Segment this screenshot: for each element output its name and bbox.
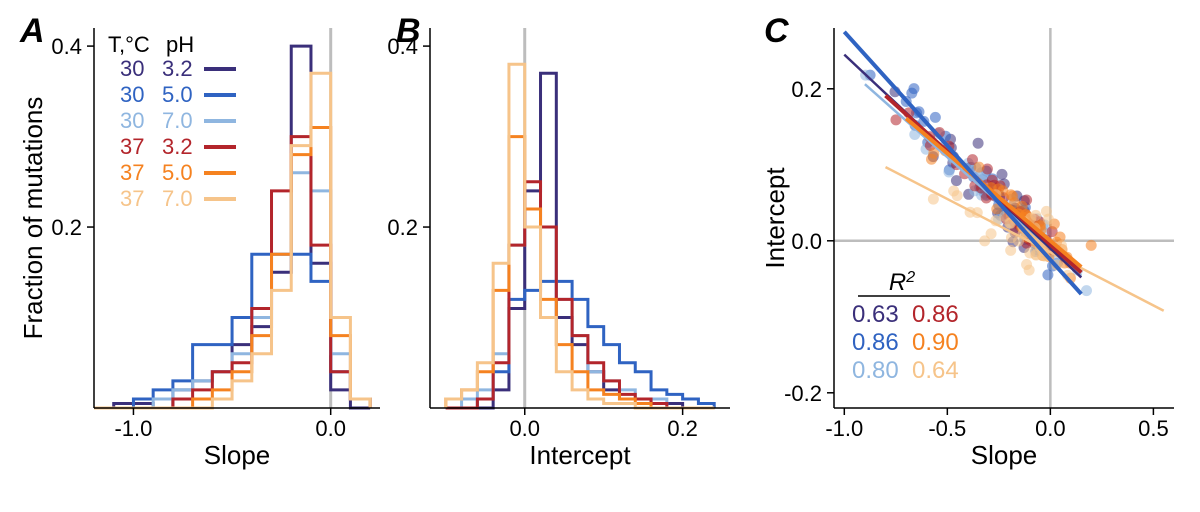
svg-text:0.0: 0.0	[791, 229, 822, 254]
svg-text:T,°C: T,°C	[108, 32, 150, 57]
svg-text:Intercept: Intercept	[529, 440, 631, 470]
histogram-step	[446, 209, 714, 408]
histogram-step	[446, 73, 714, 408]
svg-text:5.0: 5.0	[162, 160, 193, 185]
scatter-point	[1081, 285, 1092, 296]
svg-text:0.2: 0.2	[667, 416, 698, 441]
svg-text:3.2: 3.2	[162, 134, 193, 159]
r-squared-value: 0.63	[852, 301, 899, 328]
svg-text:-1.0: -1.0	[114, 416, 152, 441]
svg-text:0.5: 0.5	[1138, 416, 1169, 441]
histogram-step	[446, 182, 714, 408]
panel-b: B0.00.20.20.4Intercept	[387, 12, 730, 470]
scatter-point	[973, 138, 984, 149]
svg-text:A: A	[19, 12, 45, 50]
r-squared-block: R20.630.860.860.900.800.64	[852, 269, 959, 385]
figure-three-panel: { "dimensions": { "width": 1200, "height…	[0, 0, 1200, 512]
svg-text:0.4: 0.4	[387, 34, 418, 59]
svg-text:30: 30	[120, 108, 144, 133]
svg-text:3.2: 3.2	[162, 56, 193, 81]
svg-text:-0.2: -0.2	[784, 381, 822, 406]
svg-text:37: 37	[120, 186, 144, 211]
svg-text:Intercept: Intercept	[760, 167, 790, 269]
svg-text:7.0: 7.0	[162, 108, 193, 133]
svg-text:30: 30	[120, 82, 144, 107]
scatter-point	[930, 112, 941, 123]
r-squared-value: 0.64	[912, 357, 959, 384]
scatter-point	[1017, 201, 1028, 212]
scatter-point	[1005, 245, 1016, 256]
svg-text:-1.0: -1.0	[825, 416, 863, 441]
histogram-step	[446, 64, 714, 408]
fit-line	[886, 167, 1164, 311]
scatter-point	[1021, 259, 1032, 270]
r-squared-value: 0.80	[852, 357, 899, 384]
scatter-point	[1086, 240, 1097, 251]
x-axis-label: Slope	[204, 440, 271, 470]
svg-text:-0.5: -0.5	[928, 416, 966, 441]
scatter-point	[1043, 214, 1054, 225]
r-squared-value: 0.86	[912, 301, 959, 328]
svg-text:0.0: 0.0	[509, 416, 540, 441]
scatter-point	[996, 169, 1007, 180]
scatter-point	[979, 235, 990, 246]
legend: T,°C pH 30 3.2 30 5.0 30 7.0 37 3.2 37 5.0 37 7.0	[108, 32, 236, 211]
r-squared-value: 0.90	[912, 329, 959, 356]
fit-line	[844, 32, 1081, 294]
panel-a: A -1.0 0.0 0.2 0.4 Slope Fraction of mutations…	[18, 12, 380, 470]
svg-text:0.2: 0.2	[791, 77, 822, 102]
scatter-point	[974, 162, 985, 173]
r-squared-value: 0.86	[852, 329, 899, 356]
histogram-step	[446, 137, 714, 408]
y-axis-label: Fraction of mutations	[18, 97, 48, 340]
svg-text:37: 37	[120, 134, 144, 159]
svg-text:pH: pH	[166, 32, 194, 57]
panel-c: C -1.0 -0.5 0.0 0.5 -0.2 0.0 0.2 Slope Intercept R…	[760, 12, 1174, 470]
scatter-point	[952, 190, 963, 201]
svg-text:0.0: 0.0	[1035, 416, 1066, 441]
svg-text:7.0: 7.0	[162, 186, 193, 211]
svg-text:Slope: Slope	[971, 440, 1038, 470]
svg-text:37: 37	[120, 160, 144, 185]
scatter-point	[1024, 248, 1035, 259]
fit-line	[906, 118, 1081, 267]
svg-text:C: C	[764, 12, 789, 50]
svg-text:0.2: 0.2	[51, 215, 82, 240]
svg-text:30: 30	[120, 56, 144, 81]
svg-text:R2: R2	[889, 269, 915, 297]
svg-text:0.4: 0.4	[51, 34, 82, 59]
svg-text:5.0: 5.0	[162, 82, 193, 107]
scatter-point	[1030, 210, 1041, 221]
svg-text:0.0: 0.0	[315, 416, 346, 441]
svg-text:0.2: 0.2	[387, 215, 418, 240]
scatter-point	[908, 83, 919, 94]
scatter-point	[928, 194, 939, 205]
